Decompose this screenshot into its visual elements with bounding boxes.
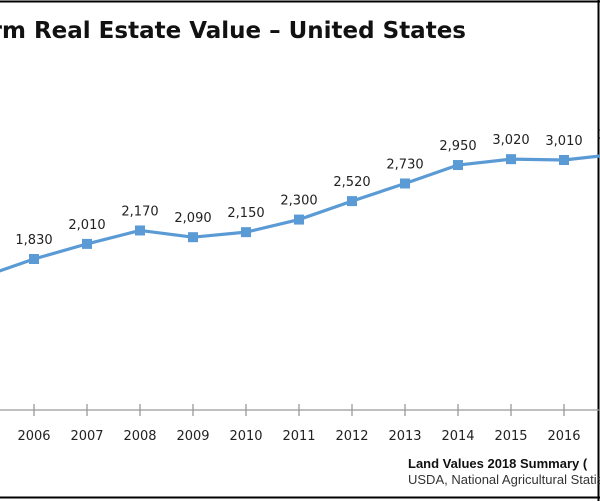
data-label: 2,520 bbox=[333, 175, 370, 190]
data-point-marker bbox=[82, 238, 92, 249]
data-label: 1,830 bbox=[15, 233, 52, 248]
x-tick-label: 2016 bbox=[547, 429, 580, 444]
data-point-marker bbox=[347, 196, 357, 207]
x-tick-label: 2006 bbox=[17, 429, 50, 444]
data-label: 3,020 bbox=[492, 133, 529, 148]
x-tick-label: 2007 bbox=[70, 429, 103, 444]
data-label: 2,730 bbox=[386, 157, 423, 172]
data-label: 2,300 bbox=[280, 194, 317, 209]
x-tick-label: 2010 bbox=[229, 429, 262, 444]
data-point-marker bbox=[188, 232, 198, 243]
x-tick-label: 2008 bbox=[123, 429, 156, 444]
x-tick-label: 2012 bbox=[335, 429, 368, 444]
data-point-marker bbox=[294, 214, 304, 225]
x-tick-label: 2011 bbox=[282, 429, 315, 444]
data-point-marker bbox=[506, 154, 516, 165]
data-label: 2,170 bbox=[121, 204, 158, 219]
chart-title: Farm Real Estate Value – United States bbox=[0, 18, 466, 44]
data-label: 2,150 bbox=[227, 206, 264, 221]
x-tick-label: 2009 bbox=[176, 429, 209, 444]
x-tick-label: 2013 bbox=[388, 429, 421, 444]
data-point-marker bbox=[29, 254, 39, 264]
source-credit: USDA, National Agricultural Statistics S… bbox=[408, 472, 600, 487]
data-label: 2,010 bbox=[68, 218, 105, 233]
data-label: 2,950 bbox=[439, 139, 476, 154]
data-label: 3,010 bbox=[545, 134, 582, 149]
data-point-marker bbox=[400, 178, 410, 189]
x-tick-label: 2015 bbox=[494, 429, 527, 444]
data-label: 2,090 bbox=[174, 211, 211, 226]
data-point-marker bbox=[559, 154, 569, 165]
data-point-marker bbox=[135, 225, 145, 236]
data-point-marker bbox=[453, 160, 463, 171]
data-point-marker bbox=[241, 227, 251, 238]
source-title: Land Values 2018 Summary ( bbox=[408, 456, 588, 471]
data-label: 3,080 bbox=[598, 128, 600, 143]
x-tick-label: 2014 bbox=[441, 429, 474, 444]
